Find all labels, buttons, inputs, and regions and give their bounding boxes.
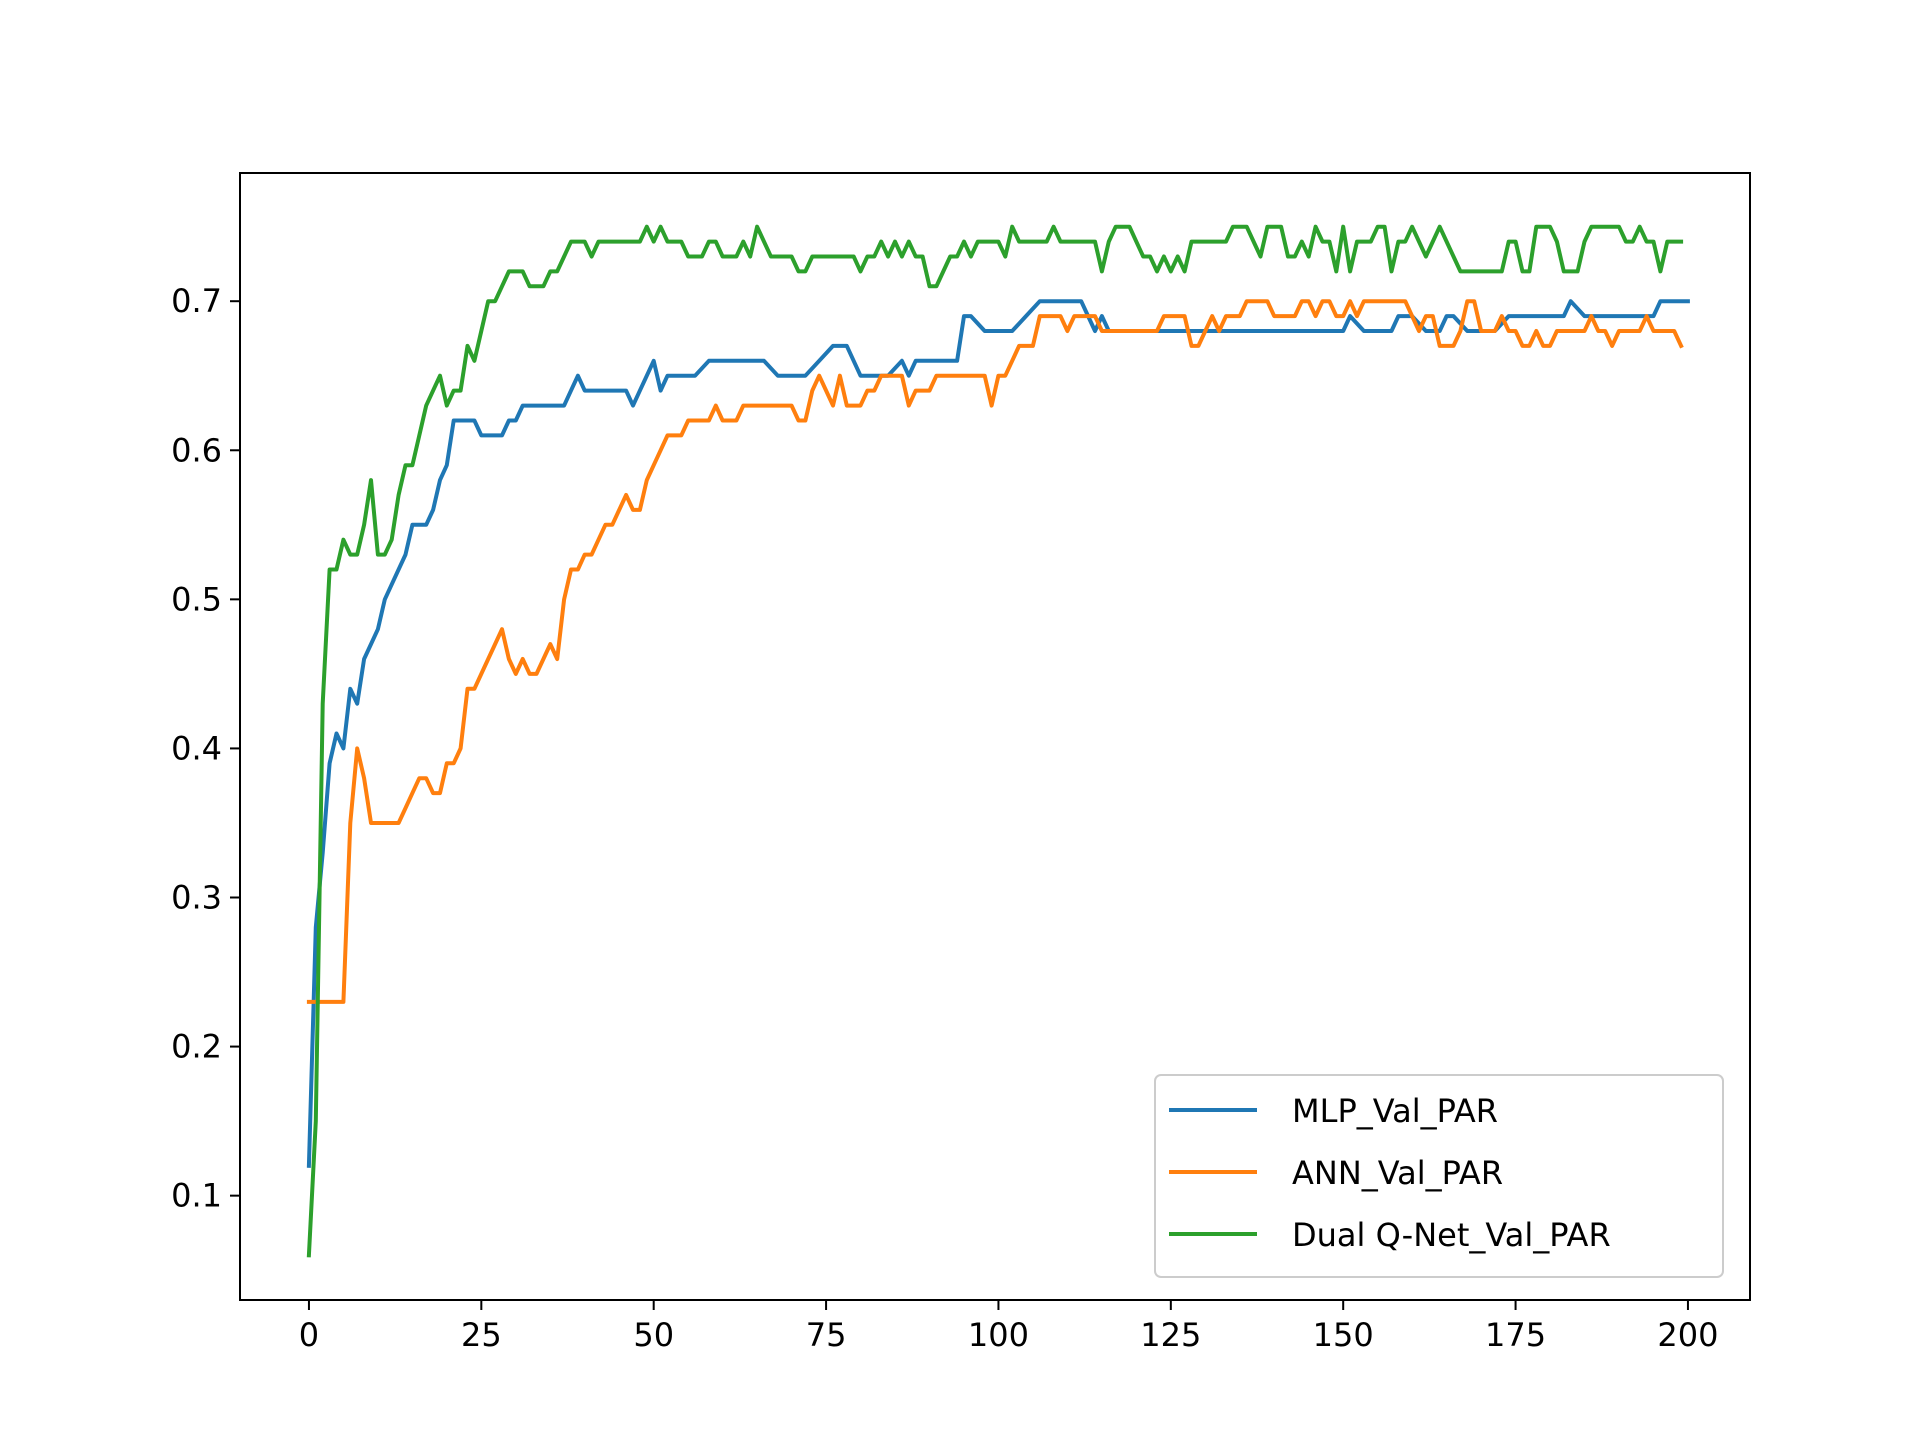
- y-tick-label: 0.4: [171, 729, 222, 767]
- x-axis: 0 25 50 75 100 125 150 175 200: [299, 1300, 1718, 1354]
- y-tick-label: 0.5: [171, 580, 222, 618]
- x-tick-label: 50: [633, 1316, 674, 1354]
- legend-label: ANN_Val_PAR: [1292, 1154, 1503, 1192]
- y-tick-label: 0.3: [171, 879, 222, 917]
- legend-label: Dual Q-Net_Val_PAR: [1292, 1216, 1611, 1254]
- x-tick-label: 0: [299, 1316, 319, 1354]
- legend: MLP_Val_PAR ANN_Val_PAR Dual Q-Net_Val_PAR: [1154, 1074, 1724, 1278]
- x-tick-label: 75: [806, 1316, 847, 1354]
- x-tick-label: 150: [1313, 1316, 1374, 1354]
- series-layer: [306, 224, 1690, 1258]
- series-line-1: [306, 299, 1684, 1004]
- series-line-0: [306, 299, 1690, 1168]
- x-tick-label: 100: [968, 1316, 1029, 1354]
- y-axis: 0.1 0.2 0.3 0.4 0.5 0.6 0.7: [171, 282, 240, 1215]
- legend-box: [1154, 1074, 1724, 1278]
- x-tick-label: 200: [1657, 1316, 1718, 1354]
- x-tick-label: 175: [1485, 1316, 1546, 1354]
- y-tick-label: 0.1: [171, 1177, 222, 1215]
- axes-frame: [239, 172, 1751, 1301]
- x-tick-label: 125: [1140, 1316, 1201, 1354]
- y-tick-label: 0.2: [171, 1028, 222, 1066]
- y-tick-label: 0.6: [171, 431, 222, 469]
- legend-label: MLP_Val_PAR: [1292, 1092, 1498, 1130]
- series-line-2: [306, 224, 1684, 1258]
- y-tick-label: 0.7: [171, 282, 222, 320]
- x-tick-label: 25: [461, 1316, 502, 1354]
